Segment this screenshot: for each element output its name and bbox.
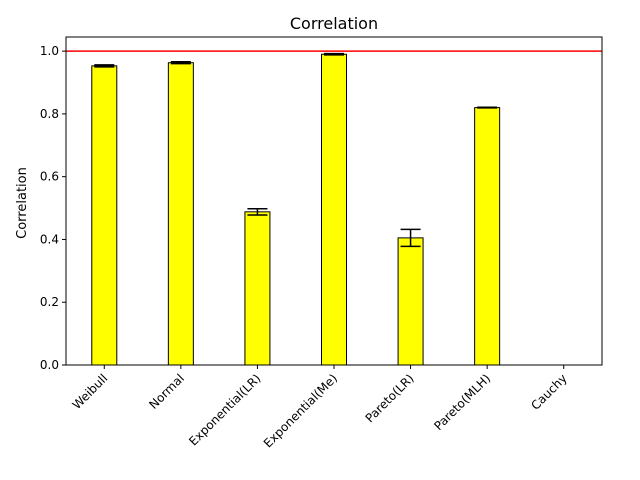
bar-4 xyxy=(397,237,424,366)
bar-1 xyxy=(167,62,194,366)
chart-title: Correlation xyxy=(290,14,378,33)
x-tick-label-1: Normal xyxy=(146,371,187,412)
y-tick-label-0: 0.0 xyxy=(40,358,59,372)
x-tick-label-6: Cauchy xyxy=(528,371,569,412)
y-tick-label-1: 0.2 xyxy=(40,295,59,309)
bar-0 xyxy=(91,65,118,366)
y-axis-label: Correlation xyxy=(15,167,30,239)
x-tick-label-4: Pareto(LR) xyxy=(363,371,417,425)
x-tick-label-2: Exponential(LR) xyxy=(186,371,263,448)
y-tick-label-5: 1.0 xyxy=(40,44,59,58)
bar-2 xyxy=(244,211,271,366)
y-tick-label-3: 0.6 xyxy=(40,170,59,184)
y-tick-label-4: 0.8 xyxy=(40,107,59,121)
x-tick-label-0: Weibull xyxy=(70,371,111,412)
y-tick-label-2: 0.4 xyxy=(40,232,59,246)
x-tick-label-3: Exponential(Me) xyxy=(261,371,340,450)
x-tick-label-5: Pareto(MLH) xyxy=(431,371,493,433)
bar-5 xyxy=(474,107,501,366)
bar-3 xyxy=(321,53,347,366)
